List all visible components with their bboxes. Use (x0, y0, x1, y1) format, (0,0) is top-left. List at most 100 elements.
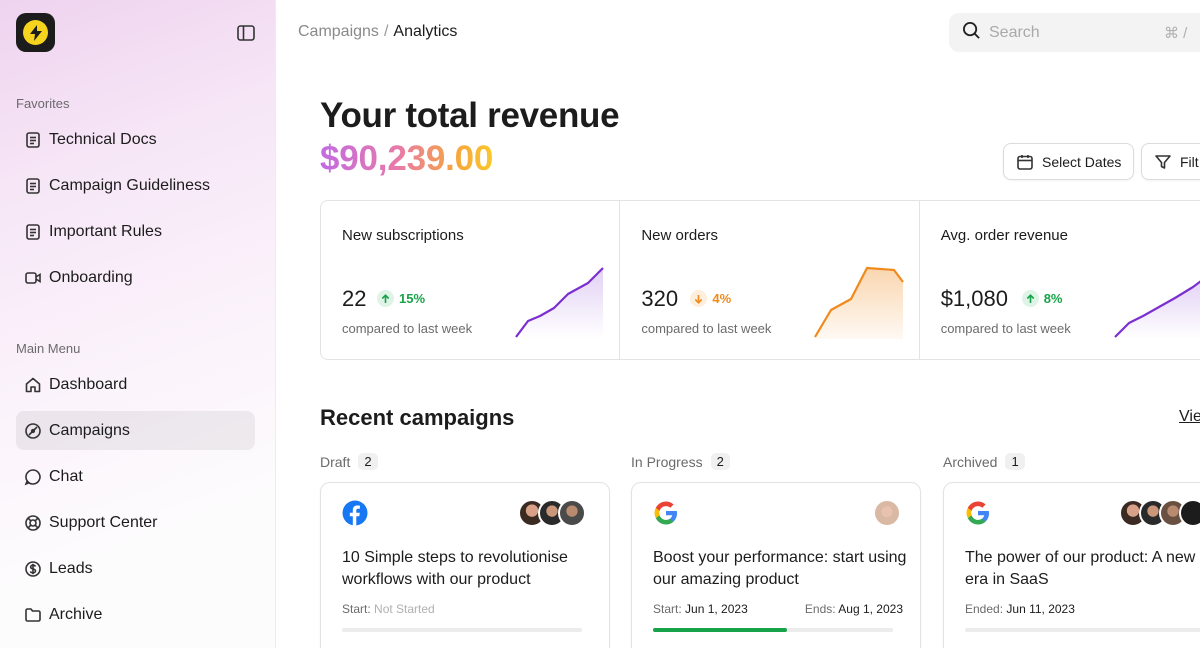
sidebar-item-campaign-guideliness[interactable]: Campaign Guideliness (16, 166, 255, 205)
google-icon (654, 501, 677, 525)
sidebar-toggle-icon[interactable] (236, 23, 256, 43)
sidebar-item-important-rules[interactable]: Important Rules (16, 212, 255, 251)
campaign-dates: Start: Not Started (342, 602, 592, 616)
progress-bar (653, 628, 893, 632)
stat-label: New orders (641, 227, 719, 244)
start-date: Start: Not Started (342, 602, 435, 616)
campaign-title: Boost your performance: start using our … (653, 549, 907, 588)
sidebar-item-label: Technical Docs (49, 130, 157, 148)
progress-bar (342, 628, 582, 632)
stat-compare: compared to last week (641, 321, 772, 336)
select-dates-label: Select Dates (1042, 153, 1122, 170)
sparkline-subscriptions (515, 267, 604, 339)
stat-new-subscriptions: New subscriptions 22 15% compared to las… (321, 201, 621, 359)
sidebar-item-label: Onboarding (49, 268, 133, 286)
progress-bar (965, 628, 1200, 632)
sidebar-item-technical-docs[interactable]: Technical Docs (16, 120, 255, 159)
calendar-icon (1017, 154, 1033, 170)
stat-label: New subscriptions (342, 227, 464, 244)
search-icon (962, 21, 981, 45)
column-in-progress-header: In Progress 2 (631, 453, 730, 470)
sparkline-orders (814, 266, 905, 339)
sidebar-item-label: Dashboard (49, 375, 128, 393)
sidebar-item-campaigns[interactable]: Campaigns (16, 411, 255, 450)
column-archived-header: Archived 1 (943, 453, 1025, 470)
stat-compare: compared to last week (940, 321, 1071, 336)
avatar-group (518, 499, 586, 527)
sparkline-avg-revenue (1113, 280, 1200, 339)
compass-icon (23, 421, 43, 441)
recent-campaigns-title: Recent campaigns (320, 405, 515, 430)
avatar-group (873, 499, 901, 527)
sidebar-item-archive[interactable]: Archive (16, 595, 255, 634)
sidebar-item-leads[interactable]: Leads (16, 549, 255, 588)
arrow-up-icon (377, 290, 394, 307)
sidebar-item-label: Leads (49, 559, 93, 577)
stat-change: 8% (1021, 290, 1062, 307)
campaign-card[interactable]: Boost your performance: start using our … (631, 482, 921, 648)
campaign-card[interactable]: 10 Simple steps to revolutionise workflo… (320, 482, 610, 648)
sidebar-item-label: Support Center (49, 513, 158, 531)
avatar (873, 499, 901, 527)
favorites-label: Favorites (16, 96, 70, 111)
document-icon (23, 222, 43, 242)
filter-button[interactable]: Filt (1141, 143, 1200, 180)
breadcrumb-analytics: Analytics (393, 23, 458, 40)
sidebar-item-label: Campaign Guideliness (49, 176, 210, 194)
stat-value: $1,080 (940, 286, 1008, 311)
stat-value: 22 (342, 286, 367, 311)
search-input[interactable] (989, 23, 1164, 42)
dollar-icon (23, 559, 43, 579)
facebook-icon (342, 500, 368, 526)
app-logo[interactable] (16, 13, 55, 52)
google-icon (966, 501, 989, 525)
sidebar-item-label: Archive (49, 605, 103, 623)
sidebar-item-label: Campaigns (49, 421, 130, 439)
column-draft-header: Draft 2 (320, 453, 378, 470)
chat-bubble-icon (23, 467, 43, 487)
campaign-card[interactable]: The power of our product: A new era in S… (943, 482, 1200, 648)
campaign-dates: Ended: Jun 11, 2023 (965, 602, 1200, 616)
stat-new-orders: New orders 320 4% compared to last week (620, 201, 920, 359)
stat-avg-order-revenue: Avg. order revenue $1,080 8% compared to… (920, 201, 1200, 359)
stat-value: 320 (641, 286, 679, 311)
select-dates-button[interactable]: Select Dates (1003, 143, 1135, 180)
sidebar: Favorites Technical Docs Campaign Guidel… (0, 0, 276, 648)
campaign-title: 10 Simple steps to revolutionise workflo… (342, 549, 568, 588)
breadcrumb-campaigns[interactable]: Campaigns (298, 23, 379, 40)
lifebuoy-icon (23, 513, 43, 533)
lightning-icon (23, 20, 48, 45)
total-revenue: $90,239.00 (320, 139, 494, 178)
filter-icon (1155, 154, 1171, 169)
end-date: Ended: Jun 11, 2023 (965, 602, 1075, 616)
campaign-dates: Start: Jun 1, 2023 Ends: Aug 1, 2023 (653, 602, 903, 616)
sidebar-item-label: Chat (49, 467, 83, 485)
start-date: Start: Jun 1, 2023 (653, 602, 748, 616)
sidebar-item-dashboard[interactable]: Dashboard (16, 365, 255, 404)
avatar (558, 499, 586, 527)
search-bar[interactable]: ⌘ / (949, 13, 1200, 52)
arrow-up-icon (1021, 290, 1039, 307)
stat-compare: compared to last week (342, 321, 473, 336)
home-icon (23, 375, 43, 395)
sidebar-item-chat[interactable]: Chat (16, 457, 255, 496)
arrow-down-icon (690, 290, 708, 307)
count-badge: 2 (710, 453, 730, 470)
campaign-title: The power of our product: A new era in S… (965, 549, 1196, 588)
end-date: Ends: Aug 1, 2023 (804, 602, 903, 616)
stat-label: Avg. order revenue (940, 227, 1068, 244)
breadcrumb-separator: / (383, 23, 389, 40)
document-icon (23, 176, 43, 196)
avatar (1179, 499, 1200, 527)
stats-panel: New subscriptions 22 15% compared to las… (320, 200, 1200, 360)
sidebar-item-onboarding[interactable]: Onboarding (16, 258, 255, 297)
count-badge: 2 (358, 453, 378, 470)
main-menu-label: Main Menu (16, 341, 81, 356)
view-all-link[interactable]: Vie (1179, 408, 1200, 425)
sidebar-item-support-center[interactable]: Support Center (16, 503, 255, 542)
folder-icon (23, 605, 43, 625)
breadcrumb: Campaigns / Analytics (298, 23, 457, 41)
search-shortcut: ⌘ / (1164, 24, 1188, 42)
filter-label: Filt (1180, 153, 1199, 170)
avatar-group (1119, 499, 1200, 527)
